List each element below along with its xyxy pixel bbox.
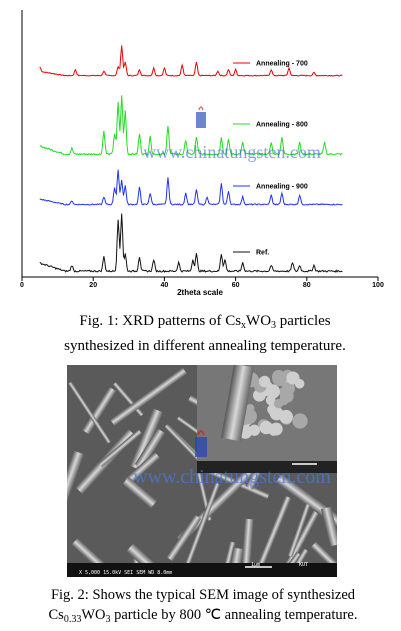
sem-rod [250, 495, 292, 577]
sem-inset-particle [286, 371, 300, 385]
sem-watermark-text: www.chinatungsten.com [133, 466, 331, 488]
x-tick-label: 80 [303, 282, 311, 289]
x-axis-ticks: 0 20 40 60 80 100 [20, 277, 384, 289]
sem-rod [239, 518, 254, 577]
xrd-series-line [39, 213, 343, 273]
legend-label: Annealing - 900 [256, 184, 308, 191]
sem-rod [122, 476, 157, 509]
figure-2-caption: Fig. 2: Shows the typical SEM image of s… [48, 587, 358, 625]
sem-rod [129, 408, 163, 470]
sem-inset-particle [273, 398, 284, 409]
x-tick-label: 20 [89, 282, 97, 289]
sem-image: www.chinatungsten.com 1μm KUT X 5,000 15… [67, 365, 337, 577]
watermark-text: www.chinatungsten.com [143, 142, 321, 162]
sem-inset-particle [258, 375, 271, 388]
sem-rod [185, 482, 220, 565]
sem-inset-particle [265, 395, 276, 406]
sem-inset-particle [259, 420, 273, 435]
sem-rod [110, 367, 187, 426]
sem-inset-particle [248, 424, 261, 436]
sem-rod [126, 543, 209, 577]
sem-scale-bar-label: 1μm [251, 562, 260, 568]
sem-rod [287, 503, 311, 557]
xrd-series-line [39, 95, 343, 156]
x-tick-label: 100 [372, 282, 384, 289]
sem-inset-particle [269, 422, 283, 436]
x-tick-label: 0 [20, 282, 24, 289]
legend: Annealing - 700 Annealing - 800 Annealing … [233, 61, 308, 257]
sem-meta-text: X 5,000 15.0kV SEI SEM WD 8.0mm [79, 570, 172, 576]
legend-label: Annealing - 800 [256, 122, 308, 129]
sem-inset-particle [269, 406, 284, 421]
xrd-curves [39, 45, 343, 273]
sem-inset-particle [292, 413, 308, 429]
sem-rod [320, 506, 337, 547]
x-axis-label: 2theta scale [177, 288, 223, 297]
sem-rod [68, 381, 111, 444]
sem-rod [124, 451, 160, 485]
sem-rod [134, 428, 166, 469]
sem-rod [81, 386, 117, 435]
x-tick-label: 40 [161, 282, 169, 289]
xrd-series-line [39, 169, 343, 206]
sem-rod [67, 450, 84, 520]
sem-rod [98, 429, 142, 467]
sem-rod [166, 514, 202, 562]
logo-watermark [196, 106, 206, 128]
sem-micrograph: www.chinatungsten.com 1μm KUT X 5,000 15… [67, 365, 337, 577]
legend-label: Annealing - 700 [256, 61, 308, 68]
legend-label: Ref. [256, 250, 269, 257]
sem-rod [310, 541, 337, 577]
sem-rod [275, 474, 337, 543]
xrd-series-line [39, 45, 343, 77]
figure-1-caption: Fig. 1: XRD patterns of CsxWO3 particles… [64, 313, 346, 354]
x-tick-label: 60 [232, 282, 240, 289]
sem-org-label: KUT [299, 562, 308, 568]
sem-inset-particle [272, 371, 287, 387]
